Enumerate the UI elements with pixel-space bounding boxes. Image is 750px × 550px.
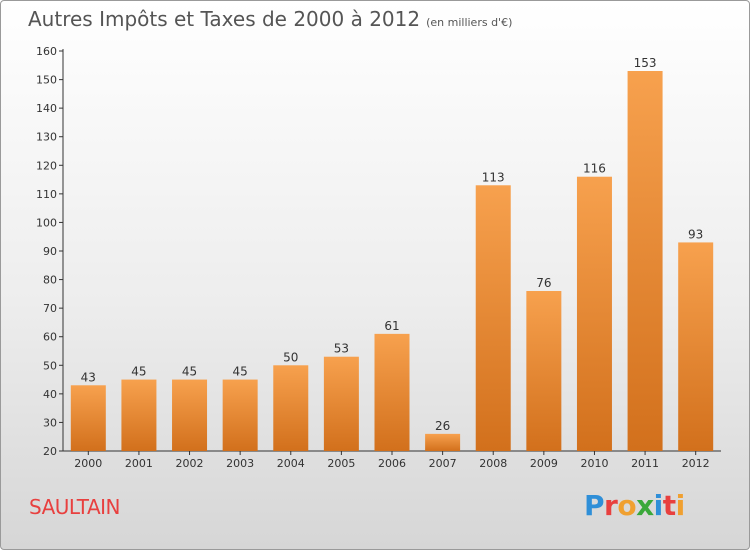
bar-value-label: 93 (688, 227, 703, 241)
x-tick-label: 2004 (277, 457, 305, 470)
bar (526, 291, 562, 451)
commune-name: SAULTAIN (29, 495, 120, 519)
proxiti-logo: Proxiti (584, 489, 685, 522)
y-tick-label: 30 (43, 416, 57, 429)
y-tick-label: 160 (36, 45, 57, 58)
chart-title: Autres Impôts et Taxes de 2000 à 2012 (en… (28, 7, 512, 31)
y-tick-label: 40 (43, 388, 57, 401)
x-tick-label: 2006 (378, 457, 406, 470)
y-tick-label: 80 (43, 274, 57, 287)
y-tick-label: 100 (36, 216, 57, 229)
bar-value-label: 26 (435, 419, 450, 433)
x-tick-label: 2003 (226, 457, 254, 470)
x-tick-label: 2008 (479, 457, 507, 470)
bar (576, 176, 612, 451)
bar (627, 71, 663, 451)
y-tick-label: 110 (36, 188, 57, 201)
bar-value-label: 61 (384, 319, 399, 333)
y-tick-label: 140 (36, 102, 57, 115)
x-tick-label: 2009 (530, 457, 558, 470)
y-tick-label: 70 (43, 302, 57, 315)
x-tick-label: 2000 (74, 457, 102, 470)
bar-value-label: 45 (182, 365, 197, 379)
bar (374, 333, 410, 451)
y-tick-label: 150 (36, 74, 57, 87)
bar (323, 356, 359, 451)
x-tick-label: 2011 (631, 457, 659, 470)
chart-title-text: Autres Impôts et Taxes de 2000 à 2012 (28, 7, 421, 31)
bar-value-label: 116 (583, 162, 606, 176)
y-tick-label: 60 (43, 331, 57, 344)
y-tick-label: 130 (36, 131, 57, 144)
bar-value-label: 53 (334, 342, 349, 356)
y-tick-label: 90 (43, 245, 57, 258)
bar (172, 379, 208, 451)
x-tick-label: 2005 (327, 457, 355, 470)
y-tick-label: 120 (36, 159, 57, 172)
bar-value-label: 113 (482, 170, 505, 184)
x-tick-label: 2012 (682, 457, 710, 470)
bar (273, 365, 309, 451)
bar-value-label: 45 (131, 365, 146, 379)
chart-subtitle: (en milliers d'€) (426, 16, 513, 29)
bar (678, 242, 714, 451)
x-tick-label: 2007 (429, 457, 457, 470)
x-tick-label: 2002 (176, 457, 204, 470)
x-tick-label: 2001 (125, 457, 153, 470)
bar-value-label: 50 (283, 350, 298, 364)
bar (70, 385, 106, 451)
bar (475, 185, 511, 452)
x-tick-label: 2010 (580, 457, 608, 470)
bar (425, 433, 461, 451)
bar-value-label: 153 (634, 56, 657, 70)
bar-value-label: 45 (233, 365, 248, 379)
y-tick-label: 20 (43, 445, 57, 458)
bar-value-label: 43 (81, 370, 96, 384)
bar-value-label: 76 (536, 276, 551, 290)
bar (222, 379, 258, 451)
bar (121, 379, 157, 451)
y-tick-label: 50 (43, 359, 57, 372)
